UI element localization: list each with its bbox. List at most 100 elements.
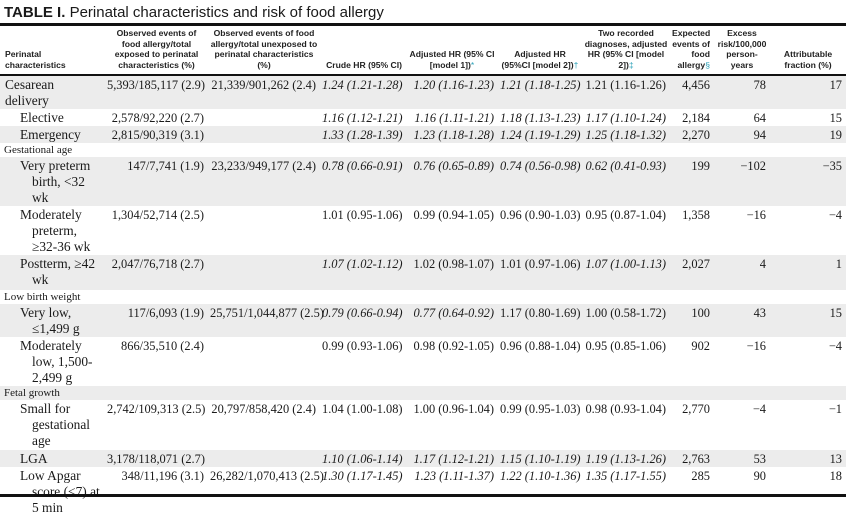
- table-cell: [406, 386, 498, 401]
- table-cell: 1.35 (1.17-1.55): [585, 469, 666, 484]
- table-cell: 0.79 (0.66-0.94): [320, 304, 406, 338]
- table-cell: [105, 143, 208, 157]
- table-cell: [770, 386, 846, 401]
- row-label: Very low, ≤1,499 g: [0, 304, 105, 338]
- table-cell: [105, 386, 208, 401]
- table-cell: −35: [770, 157, 846, 207]
- table-cell: 2,770: [682, 402, 710, 417]
- table-cell: [320, 143, 406, 157]
- table-cell: 90: [753, 469, 766, 484]
- table-cell: [105, 290, 208, 304]
- table-cell: 53: [714, 450, 770, 468]
- row-label: Fetal growth: [0, 386, 105, 401]
- table-cell: 1.24 (1.19-1.29): [498, 126, 582, 144]
- column-header-text: Observed events of food allergy/total ex…: [114, 28, 199, 70]
- table-cell: 0.98 (0.92-1.05): [413, 339, 494, 354]
- column-header: Perinatal characteristics: [0, 26, 105, 77]
- table-cell: [582, 386, 670, 401]
- table-title: TABLE I. Perinatal characteristics and r…: [4, 4, 384, 21]
- table-cell: 2,184: [682, 111, 710, 126]
- table-cell: [320, 290, 406, 304]
- table-cell: 1.19 (1.13-1.26): [582, 450, 670, 468]
- table-cell: 0.98 (0.93-1.04): [585, 402, 666, 417]
- table-cell: [498, 386, 582, 401]
- table-cell: 1.17 (1.10-1.24): [585, 111, 666, 126]
- table-row: Emergency 2,815/90,319 (3.1) 1.33 (1.28-1.…: [0, 126, 846, 144]
- column-header: Expected events of food allergy§: [670, 26, 714, 77]
- table-cell: 0.99 (0.94-1.05): [413, 208, 494, 223]
- table-cell: 1.01 (0.95-1.06): [322, 208, 403, 223]
- column-header: Adjusted HR (95%CI [model 2])†: [498, 26, 582, 77]
- row-label: LGA: [0, 450, 105, 468]
- table-cell: 285: [691, 469, 710, 484]
- table-cell: 1.17 (1.12-1.21): [406, 450, 498, 468]
- table-cell: 1.21 (1.18-1.25): [498, 75, 582, 110]
- table-cell: [770, 143, 846, 157]
- table-cell: 1.22 (1.10-1.36): [500, 469, 581, 484]
- table-cell: [320, 386, 406, 401]
- table-row: Elective 2,578/92,220 (2.7) 1.16 (1.12-1.2…: [0, 109, 846, 126]
- table-cell: [208, 255, 320, 291]
- table-row: Cesarean delivery 5,393/185,117 (2.9) 21,3…: [0, 75, 846, 110]
- table-cell: [582, 290, 670, 304]
- table-cell: [406, 143, 498, 157]
- table-cell: [208, 337, 320, 386]
- table-cell: [208, 450, 320, 468]
- group-header-row: Low birth weight: [0, 290, 846, 304]
- column-header: Excess risk/100,000 person-years: [714, 26, 770, 77]
- table-cell: [208, 143, 320, 157]
- row-label: Emergency: [0, 126, 105, 144]
- table-cell: 117/6,093 (1.9): [105, 304, 208, 338]
- row-label: Gestational age: [4, 144, 73, 157]
- table-row: LGA 3,178/118,071 (2.7) 1.10 (1.06-1.14) 1.…: [0, 450, 846, 468]
- table-cell: −1: [828, 402, 842, 417]
- table-cell: 1.10 (1.06-1.14): [320, 450, 406, 468]
- table-cell: 2,763: [670, 450, 714, 468]
- row-label: Cesarean delivery: [0, 75, 105, 110]
- table-cell: 1.04 (1.00-1.08): [322, 402, 403, 417]
- table-cell: [582, 143, 670, 157]
- table-cell: −16: [746, 208, 766, 223]
- perinatal-table: Perinatal characteristics Observed events…: [0, 26, 846, 519]
- column-header-text: Crude HR (95% CI): [326, 59, 402, 70]
- table-cell: [498, 290, 582, 304]
- footnote-marker: *: [470, 59, 475, 70]
- row-label: Elective: [20, 110, 64, 126]
- table-cell: 94: [714, 126, 770, 144]
- row-label: Moderately low, 1,500-2,499 g: [20, 338, 93, 386]
- table-row: Very low, ≤1,499 g 117/6,093 (1.9) 25,751/…: [0, 304, 846, 338]
- row-label: Very preterm birth, <32 wk: [0, 157, 105, 207]
- table-cell: 1.16 (1.11-1.21): [414, 111, 494, 126]
- column-header-text: Attributable fraction (%): [783, 49, 833, 70]
- table-cell: −4: [828, 208, 842, 223]
- table-cell: 1.25 (1.18-1.32): [582, 126, 670, 144]
- table-cell: 2,270: [670, 126, 714, 144]
- table-cell: [208, 206, 320, 255]
- table-cell: 1.15 (1.10-1.19): [498, 450, 582, 468]
- table-cell: 1.23 (1.18-1.28): [406, 126, 498, 144]
- table-label: TABLE I.: [4, 4, 66, 21]
- table-cell: 1.16 (1.12-1.21): [322, 111, 403, 126]
- table-cell: 2,047/76,718 (2.7): [105, 255, 208, 291]
- table-cell: 1.23 (1.11-1.37): [414, 469, 494, 484]
- table-caption: Perinatal characteristics and risk of fo…: [69, 4, 384, 21]
- row-label: Low birth weight: [4, 291, 81, 304]
- table-cell: 199: [670, 157, 714, 207]
- row-label: Postterm, ≥42 wk: [0, 255, 105, 291]
- table-cell: 21,339/901,262 (2.4): [208, 75, 320, 110]
- table-cell: 1.21 (1.16-1.26): [582, 75, 670, 110]
- table-cell: 0.96 (0.88-1.04): [500, 339, 581, 354]
- table-cell: [406, 290, 498, 304]
- table-cell: 902: [691, 339, 710, 354]
- table-cell: [670, 386, 714, 401]
- column-header: Attributable fraction (%): [770, 26, 846, 77]
- table-cell: 5,393/185,117 (2.9): [105, 75, 208, 110]
- footnote-marker: §: [705, 59, 710, 70]
- row-label: Small for gestational age: [20, 401, 91, 449]
- table-cell: 1.01 (0.97-1.06): [498, 255, 582, 291]
- table-cell: 348/11,196 (3.1): [121, 469, 204, 484]
- table-cell: 1.24 (1.21-1.28): [320, 75, 406, 110]
- table-cell: 1,358: [682, 208, 710, 223]
- table-cell: 0.99 (0.95-1.03): [500, 402, 581, 417]
- table-cell: −102: [714, 157, 770, 207]
